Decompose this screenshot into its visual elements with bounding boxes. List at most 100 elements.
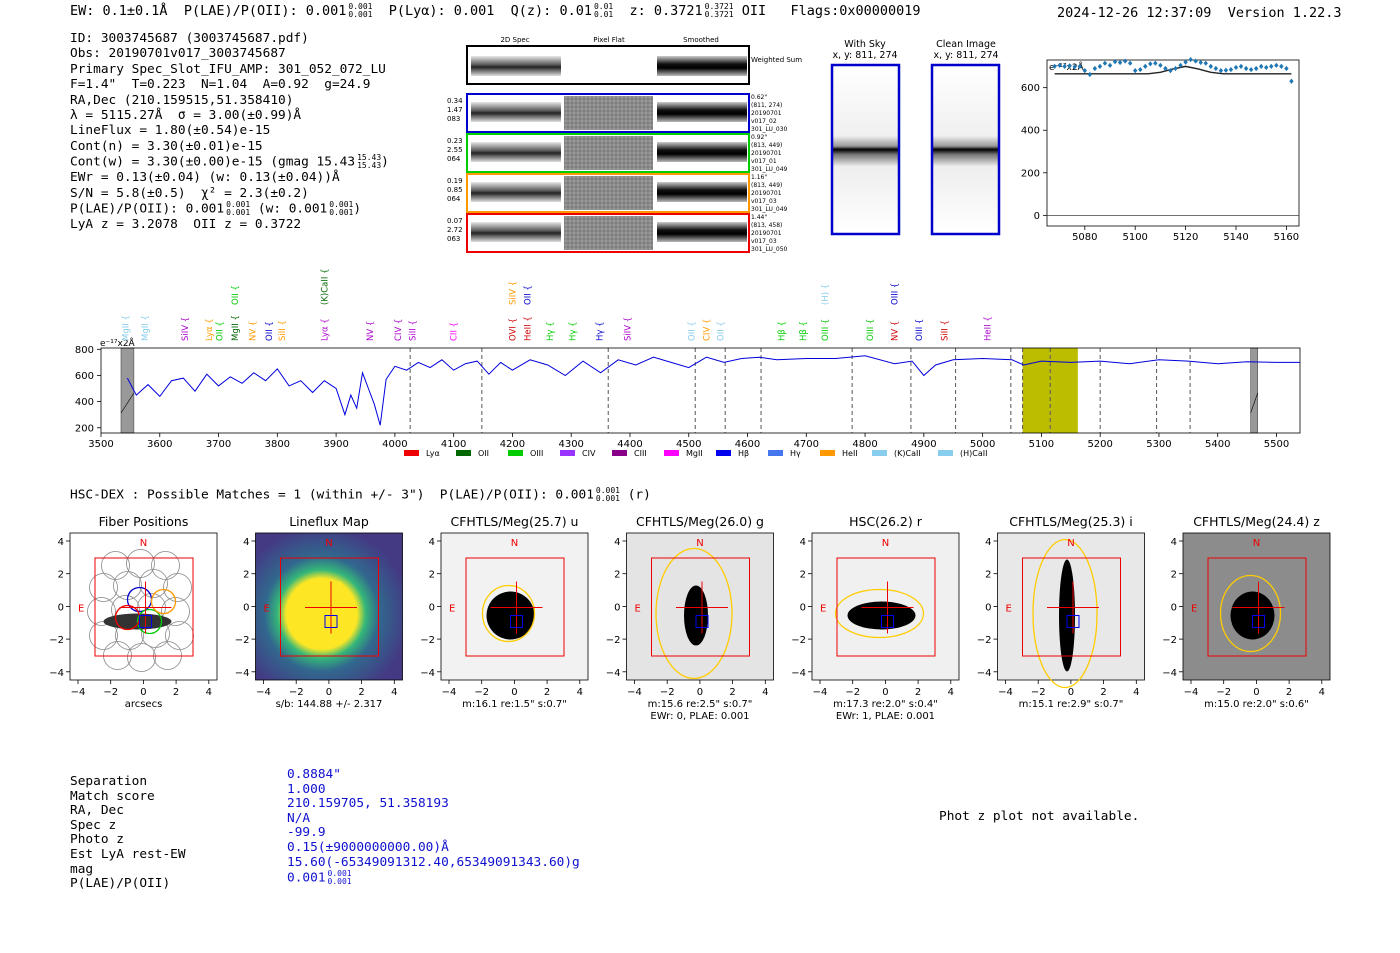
spectrum-line-label-28: Hβ {	[799, 321, 809, 341]
header-datetime-version: 2024-12-26 12:37:09 Version 1.22.3	[1057, 5, 1342, 21]
spectrum-line-label-0: MgII {	[122, 315, 132, 341]
panel-title-1: Lineflux Map	[289, 514, 369, 529]
cutout-left-text-2-2: 064	[447, 195, 461, 203]
panel-caption-5: m:15.1 re:2.9" s:0.7"	[1019, 699, 1124, 710]
zoom-xtick-label-1: 5100	[1122, 232, 1147, 243]
cutout-smoothed-0	[657, 102, 747, 122]
panel-ytick-label-1-2: 0	[243, 602, 249, 613]
panel-ytick-label-5-2: 0	[985, 602, 991, 613]
spectrum-ytick-label-3: 800	[75, 345, 94, 356]
panel-ytick-label-6-2: 0	[1171, 602, 1177, 613]
legend-label-7: Hγ	[790, 449, 801, 458]
spectrum-highlights	[120, 347, 1258, 434]
fiber-box-6	[1252, 615, 1265, 628]
fiber-circle-7	[87, 597, 116, 626]
cutout-right-text-1-2: 20190701	[751, 150, 782, 157]
spectrum-line-label-15: CII {	[450, 322, 460, 341]
spectrum-plot-frame	[100, 347, 1301, 434]
cutout-right-text-0-0: 0.62"	[751, 94, 767, 101]
hsc-title-text: HSC-DEX : Possible Matches = 1 (within +…	[70, 487, 594, 503]
legend-label-6: Hβ	[738, 449, 749, 458]
north-label-5: N	[1067, 538, 1074, 549]
hsc-dex-title: HSC-DEX : Possible Matches = 1 (within +…	[70, 487, 651, 503]
fiber-circle-5	[139, 569, 168, 598]
header-z: z: 0.3721	[629, 3, 703, 19]
cutout-right-text-0-2: 20190701	[751, 110, 782, 117]
panel-caption2-3: EWr: 0, PLAE: 0.001	[650, 711, 749, 722]
legend-swatch-5	[664, 450, 679, 456]
panel-xtick-label-6-1: −2	[1216, 687, 1231, 698]
cutout-right-text-3-1: (813, 458)	[751, 222, 782, 229]
search-box-5	[1022, 557, 1121, 657]
panel-xtick-label-3-3: 2	[729, 687, 735, 698]
spectrum-xtick-label-13: 4800	[852, 439, 877, 450]
panel-ytick-label-2-4: −4	[420, 668, 435, 679]
panel-ytick-label-1-3: −2	[235, 635, 250, 646]
spectrum-line-label-31: OIII {	[866, 319, 876, 341]
panel-xtick-label-0-2: 0	[140, 687, 146, 698]
spectrum-xtick-label-11: 4600	[735, 439, 760, 450]
panel-ytick-label-0-3: −2	[49, 635, 64, 646]
north-label-0: N	[140, 538, 147, 549]
match-label-ew: Est LyA rest-EW	[70, 846, 186, 862]
spectrum-line-label-36: HeII {	[983, 316, 993, 341]
zoom-unit-label: e⁻¹⁷x2Å	[1049, 61, 1085, 73]
zoom-ytick-label-3: 600	[1021, 83, 1040, 94]
panel-ytick-label-5-3: −2	[977, 635, 992, 646]
panel-ytick-label-2-3: −2	[420, 635, 435, 646]
zoom-ytick-label-2: 400	[1021, 126, 1040, 137]
header-z-line: OII	[741, 3, 767, 19]
panel-1: Lineflux Map N E 4 2 0 −2 −4 −4 −2 0 2 4 s/b: 144.88 …	[235, 514, 403, 710]
legend-swatch-3	[560, 450, 575, 456]
zoom-point-25	[1178, 62, 1183, 68]
spectrum-line-label-22: Hγ {	[595, 321, 605, 341]
spectrum-xtick-label-4: 3900	[323, 439, 348, 450]
info-params: F=1.4" T=0.223 N=1.04 A=0.92 g=24.9	[70, 77, 371, 93]
zoom-point-8	[1092, 65, 1098, 72]
panel-xtick-label-4-0: −4	[813, 687, 828, 698]
spectrum-line-label-33: OIII {	[890, 283, 900, 305]
clean-image	[930, 63, 1001, 236]
match-value-plae-text: 0.001	[287, 870, 326, 886]
panel-title-5: CFHTLS/Meg(25.3) i	[1009, 514, 1133, 529]
panel-xtick-label-4-2: 0	[882, 687, 888, 698]
legend-swatch-6	[716, 450, 731, 456]
cutout-right-text-1-4: 301_LU_049	[751, 166, 788, 173]
spectrum-xtick-label-14: 4900	[911, 439, 936, 450]
match-value-photoz: -99.9	[287, 825, 326, 841]
header-ew: EW: 0.1±0.1Å	[70, 3, 168, 19]
cutout-2d-2	[471, 182, 561, 202]
legend-label-8: HeII	[842, 449, 858, 458]
panel-ytick-label-1-1: 2	[243, 570, 249, 581]
panel-ytick-label-1-0: 4	[243, 537, 249, 548]
panel-0: Fiber Positions N E 4 2 0 −2 −4 −4 −2 0 2 4 arcsecs	[49, 514, 218, 710]
zoom-point-27	[1188, 56, 1193, 63]
legend-swatch-2	[508, 450, 523, 456]
spectrum-line-label-6: OII {	[231, 285, 241, 305]
panel-caption-0: arcsecs	[125, 699, 163, 710]
panel-ytick-label-4-1: 2	[800, 570, 806, 581]
spectrum-xtick-label-1: 3600	[147, 439, 172, 450]
panel-xtick-label-1-0: −4	[256, 687, 271, 698]
panel-ytick-label-0-0: 4	[58, 537, 64, 548]
info-id: ID: 3003745687 (3003745687.pdf)	[70, 31, 309, 46]
clean-image-xy: x, y: 811, 274	[933, 50, 998, 61]
info-obs: Obs: 20190701v017_3003745687	[70, 46, 286, 62]
fiber-circle-2	[151, 551, 180, 580]
spectrum-ytick-label-0: 200	[75, 423, 94, 434]
spectrum-line-label-14: SiII {	[409, 320, 419, 341]
panel-title-3: CFHTLS/Meg(26.0) g	[636, 514, 764, 529]
cutout-left-text-1-1: 2.55	[447, 146, 463, 154]
cutout-right-text-2-4: 301_LU_049	[751, 206, 788, 213]
north-label-6: N	[1253, 538, 1260, 549]
header-z-lo: 0.3721	[704, 10, 734, 19]
legend-label-10: (H)CaII	[960, 449, 987, 458]
panel-ytick-label-6-4: −4	[1162, 668, 1177, 679]
with-sky-title: With Sky	[844, 39, 886, 50]
panel-xtick-label-3-1: −2	[660, 687, 675, 698]
info-sn: S/N = 5.8(±0.5) χ² = 2.3(±0.2)	[70, 185, 309, 201]
panel-xtick-label-6-0: −4	[1184, 687, 1199, 698]
legend-swatch-1	[456, 450, 471, 456]
fiber-box-4	[881, 615, 894, 628]
info-contw-text: Cont(w) = 3.30(±0.00)e-15 (gmag 15.43	[70, 154, 356, 170]
